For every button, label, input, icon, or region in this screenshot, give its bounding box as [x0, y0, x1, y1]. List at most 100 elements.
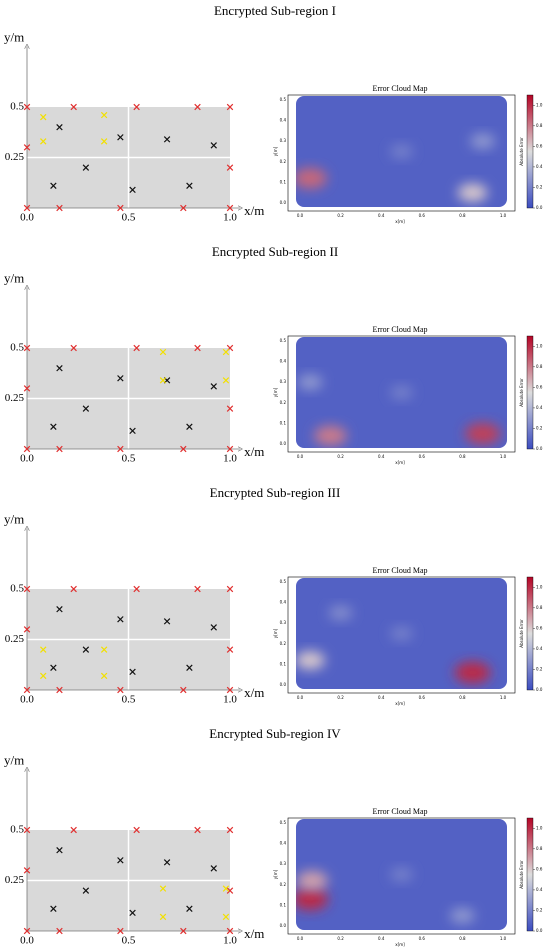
y-axis-label: y/m	[4, 270, 24, 285]
point-marker	[210, 383, 217, 390]
hotspot	[457, 183, 488, 202]
point-marker	[50, 905, 57, 913]
x-tick-label: 0.6	[419, 454, 426, 459]
colorbar-tick-label: 0.0	[536, 928, 543, 933]
hotspot	[450, 908, 475, 924]
x-tick-label: 0.0	[20, 694, 34, 706]
x-tick-label: 0.8	[459, 213, 466, 218]
x-tick-label: 0.5	[122, 453, 136, 465]
y-tick-label: 0.0	[280, 200, 287, 205]
x-tick-label: 0.0	[297, 454, 304, 459]
colorbar	[526, 94, 534, 209]
point-marker	[56, 846, 63, 854]
colorbar-tick-label: 0.8	[536, 123, 543, 128]
point-marker	[56, 605, 63, 613]
point-marker	[50, 423, 57, 431]
x-tick-label: 0.2	[337, 695, 344, 700]
point-marker	[180, 686, 187, 694]
colorbar-label: Absolute Error	[519, 378, 524, 407]
heatmap-field	[296, 819, 507, 930]
point-marker	[129, 427, 136, 435]
x-tick-label: 1.0	[223, 694, 237, 706]
colorbar	[526, 335, 534, 450]
point-marker	[159, 377, 167, 384]
point-marker	[226, 204, 234, 212]
x-tick-label: 0.4	[378, 454, 385, 459]
y-tick-label: 0.25	[5, 151, 25, 163]
x-tick-label: 0.0	[20, 935, 34, 947]
point-marker	[23, 867, 31, 874]
y-tick-label: 0.3	[280, 861, 287, 866]
point-marker	[82, 405, 90, 412]
y-tick-label: 0.25	[5, 874, 25, 886]
point-marker	[40, 672, 47, 680]
point-marker	[117, 686, 124, 694]
hotspot	[470, 133, 496, 149]
x-tick-label: 0.6	[419, 695, 426, 700]
point-marker	[56, 445, 63, 453]
hotspot	[297, 374, 323, 390]
x-tick-label: 1.0	[223, 212, 237, 224]
point-marker	[194, 344, 201, 352]
point-marker	[226, 686, 234, 694]
point-marker	[186, 905, 193, 913]
colorbar-tick-label: 0.8	[536, 364, 543, 369]
colorbar-tick-label: 0.2	[536, 425, 543, 430]
point-marker	[117, 927, 124, 935]
point-marker	[100, 111, 108, 119]
hotspot	[296, 888, 329, 911]
x-axis-label: x[m]	[395, 460, 405, 465]
heatmap-frame	[287, 335, 516, 453]
hotspot	[389, 144, 414, 159]
point-marker	[226, 585, 234, 593]
colorbar-tick-label: 0.2	[536, 907, 543, 912]
x-tick-label: 0.0	[20, 453, 34, 465]
colorbar-tick-label: 1.0	[536, 825, 543, 830]
colorbar-tick-label: 0.6	[536, 866, 543, 871]
point-marker	[186, 664, 193, 672]
x-tick-label: 1.0	[223, 453, 237, 465]
x-axis-label: x/m	[244, 444, 264, 459]
y-axis-label: y[m]	[273, 387, 278, 397]
colorbar-label: Absolute Error	[519, 860, 524, 889]
hotspot	[328, 605, 353, 621]
colorbar-tick-label: 0.4	[536, 164, 543, 169]
y-tick-label: 0.4	[280, 118, 287, 123]
y-tick-label: 0.3	[280, 620, 287, 625]
y-tick-label: 0.2	[280, 159, 287, 164]
point-marker	[117, 134, 124, 141]
point-marker	[70, 344, 77, 352]
point-marker	[23, 445, 31, 453]
point-marker	[117, 445, 124, 453]
point-marker	[56, 686, 63, 694]
y-tick-label: 0.2	[280, 641, 287, 646]
point-marker	[194, 826, 201, 834]
point-marker	[117, 375, 124, 382]
colorbar-tick-label: 1.0	[536, 343, 543, 348]
y-tick-label: 0.0	[280, 923, 287, 928]
point-marker	[210, 624, 217, 631]
y-tick-label: 0.5	[10, 342, 24, 354]
point-marker	[23, 103, 31, 111]
colorbar-tick-label: 0.0	[536, 205, 543, 210]
panel-title: Encrypted Sub-region I	[214, 3, 336, 18]
heatmap-frame	[287, 576, 516, 694]
point-marker	[56, 123, 63, 131]
y-tick-label: 0.2	[280, 882, 287, 887]
y-axis-label: y[m]	[273, 869, 278, 879]
point-marker	[226, 164, 234, 171]
point-marker	[23, 585, 31, 593]
point-marker	[186, 182, 193, 190]
colorbar-tick-label: 0.8	[536, 605, 543, 610]
x-tick-label: 0.6	[419, 213, 426, 218]
point-marker	[210, 865, 217, 872]
x-tick-label: 0.6	[419, 936, 426, 941]
colorbar-tick-label: 0.6	[536, 625, 543, 630]
x-tick-label: 0.8	[459, 936, 466, 941]
x-tick-label: 0.0	[297, 936, 304, 941]
y-tick-label: 0.1	[280, 420, 287, 425]
x-tick-label: 0.2	[337, 454, 344, 459]
point-marker	[82, 164, 90, 171]
point-marker	[133, 344, 140, 352]
point-marker	[23, 927, 31, 935]
